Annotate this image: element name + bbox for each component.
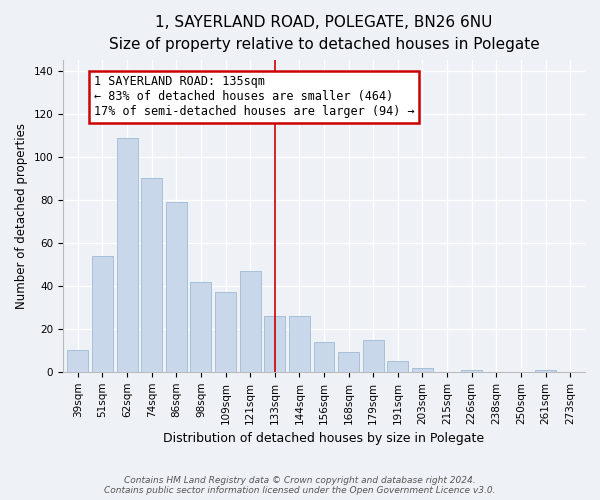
Bar (289, 316, 310, 372)
Title: 1, SAYERLAND ROAD, POLEGATE, BN26 6NU
Size of property relative to detached hous: 1, SAYERLAND ROAD, POLEGATE, BN26 6NU Si… (109, 15, 539, 52)
Bar (461, 370, 482, 372)
Bar (535, 370, 556, 372)
Text: Contains HM Land Registry data © Crown copyright and database right 2024.
Contai: Contains HM Land Registry data © Crown c… (104, 476, 496, 495)
Bar (363, 340, 384, 372)
Bar (314, 342, 334, 372)
Bar (412, 368, 433, 372)
Bar (116, 138, 137, 372)
Bar (67, 350, 88, 372)
Bar (190, 282, 211, 372)
Bar (215, 292, 236, 372)
Bar (166, 202, 187, 372)
Bar (388, 361, 409, 372)
X-axis label: Distribution of detached houses by size in Polegate: Distribution of detached houses by size … (163, 432, 485, 445)
Bar (141, 178, 162, 372)
Text: 1 SAYERLAND ROAD: 135sqm
← 83% of detached houses are smaller (464)
17% of semi-: 1 SAYERLAND ROAD: 135sqm ← 83% of detach… (94, 76, 415, 118)
Y-axis label: Number of detached properties: Number of detached properties (15, 123, 28, 309)
Bar (239, 271, 260, 372)
Bar (265, 316, 285, 372)
Bar (338, 352, 359, 372)
Bar (92, 256, 113, 372)
